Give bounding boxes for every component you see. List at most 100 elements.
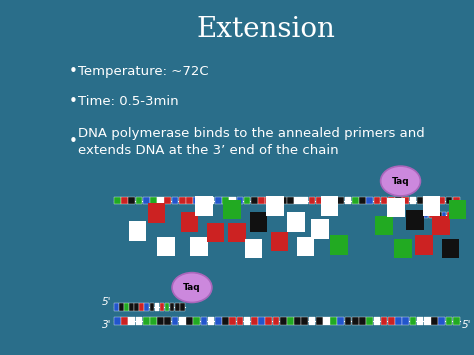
- Bar: [179, 197, 186, 204]
- Bar: [388, 317, 395, 325]
- Text: 5': 5': [102, 297, 111, 307]
- Bar: [453, 197, 459, 204]
- Bar: [128, 197, 135, 204]
- Bar: [337, 317, 344, 325]
- Bar: [323, 317, 330, 325]
- Bar: [337, 197, 344, 204]
- Bar: [128, 221, 146, 241]
- Bar: [208, 317, 214, 325]
- Bar: [180, 303, 185, 311]
- Bar: [431, 197, 438, 204]
- Bar: [271, 232, 288, 251]
- Bar: [145, 303, 149, 311]
- Text: •: •: [69, 94, 78, 109]
- Text: Time: 0.5-3min: Time: 0.5-3min: [78, 95, 179, 108]
- Bar: [273, 197, 279, 204]
- Bar: [294, 197, 301, 204]
- Bar: [330, 317, 337, 325]
- Bar: [223, 200, 241, 219]
- Bar: [172, 317, 178, 325]
- Bar: [316, 317, 323, 325]
- Bar: [181, 212, 198, 231]
- Bar: [124, 303, 129, 311]
- Bar: [311, 219, 329, 239]
- Bar: [244, 197, 250, 204]
- Bar: [301, 317, 308, 325]
- Bar: [195, 196, 212, 216]
- Bar: [190, 237, 208, 256]
- Bar: [265, 197, 272, 204]
- Text: Taq: Taq: [183, 283, 201, 292]
- Bar: [453, 317, 459, 325]
- Bar: [201, 317, 207, 325]
- Bar: [438, 317, 445, 325]
- Bar: [119, 303, 124, 311]
- Bar: [215, 197, 222, 204]
- Bar: [410, 197, 416, 204]
- Bar: [381, 317, 387, 325]
- Circle shape: [381, 166, 420, 196]
- Bar: [258, 317, 265, 325]
- Bar: [244, 317, 250, 325]
- Bar: [438, 212, 442, 218]
- Bar: [266, 196, 283, 216]
- Bar: [237, 197, 243, 204]
- Bar: [229, 197, 236, 204]
- Bar: [352, 317, 359, 325]
- Bar: [419, 212, 424, 218]
- Bar: [451, 212, 455, 218]
- Bar: [448, 200, 466, 219]
- Bar: [121, 317, 128, 325]
- Bar: [287, 317, 294, 325]
- Bar: [129, 303, 134, 311]
- Bar: [417, 317, 423, 325]
- Bar: [165, 303, 169, 311]
- Bar: [114, 197, 121, 204]
- Bar: [402, 317, 409, 325]
- Bar: [179, 317, 186, 325]
- Circle shape: [172, 273, 212, 302]
- Bar: [258, 197, 265, 204]
- Bar: [150, 317, 157, 325]
- Bar: [251, 317, 258, 325]
- Bar: [207, 223, 224, 242]
- Bar: [136, 317, 142, 325]
- Bar: [395, 317, 402, 325]
- Bar: [301, 197, 308, 204]
- Bar: [136, 197, 142, 204]
- Text: Taq: Taq: [392, 176, 410, 186]
- Bar: [280, 317, 286, 325]
- Bar: [456, 212, 459, 218]
- Bar: [441, 239, 459, 258]
- Bar: [366, 197, 373, 204]
- Bar: [446, 197, 452, 204]
- Bar: [387, 198, 405, 217]
- Bar: [359, 317, 366, 325]
- Bar: [366, 317, 373, 325]
- Bar: [424, 212, 428, 218]
- Bar: [222, 317, 229, 325]
- Bar: [381, 197, 387, 204]
- Bar: [428, 212, 433, 218]
- Bar: [352, 197, 359, 204]
- Bar: [273, 317, 279, 325]
- Bar: [320, 196, 338, 216]
- Bar: [374, 197, 380, 204]
- Bar: [432, 216, 449, 235]
- Bar: [438, 197, 445, 204]
- Bar: [265, 317, 272, 325]
- Bar: [309, 197, 315, 204]
- Bar: [134, 303, 139, 311]
- Bar: [164, 317, 171, 325]
- Bar: [150, 197, 157, 204]
- Bar: [345, 317, 351, 325]
- Bar: [433, 212, 437, 218]
- Text: •: •: [69, 64, 78, 78]
- Bar: [330, 235, 348, 255]
- Text: Temperature: ~72C: Temperature: ~72C: [78, 65, 209, 77]
- Bar: [245, 239, 263, 258]
- Bar: [201, 197, 207, 204]
- Bar: [375, 216, 392, 235]
- Text: 3': 3': [102, 320, 111, 330]
- Bar: [114, 303, 118, 311]
